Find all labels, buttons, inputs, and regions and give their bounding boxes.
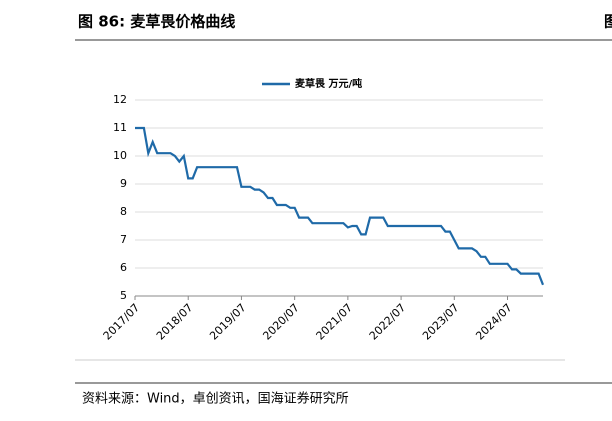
- y-tick-label: 7: [120, 233, 127, 246]
- legend-label: 麦草畏 万元/吨: [295, 77, 362, 90]
- source: 资料来源：Wind，卓创资讯，国海证券研究所: [82, 391, 349, 407]
- x-tick-label: 2023/07: [420, 301, 462, 343]
- y-tick-label: 12: [113, 93, 127, 106]
- x-tick-label: 2018/07: [154, 301, 196, 343]
- edge-fragment: 图: [604, 13, 612, 31]
- y-tick-label: 9: [120, 177, 127, 190]
- y-tick-label: 10: [113, 149, 127, 162]
- x-tick-label: 2024/07: [473, 301, 515, 343]
- figure-title: 图 86: 麦草畏价格曲线: [78, 13, 235, 31]
- y-tick-label: 6: [120, 261, 127, 274]
- y-tick-label: 8: [120, 205, 127, 218]
- y-tick-label: 5: [120, 289, 127, 302]
- x-tick-label: 2019/07: [207, 301, 249, 343]
- series-line: [135, 126, 545, 286]
- x-tick-label: 2017/07: [101, 301, 143, 343]
- y-tick-label: 11: [113, 121, 127, 134]
- x-tick-label: 2021/07: [314, 301, 356, 343]
- x-tick-label: 2022/07: [367, 301, 409, 343]
- x-tick-label: 2020/07: [260, 301, 302, 343]
